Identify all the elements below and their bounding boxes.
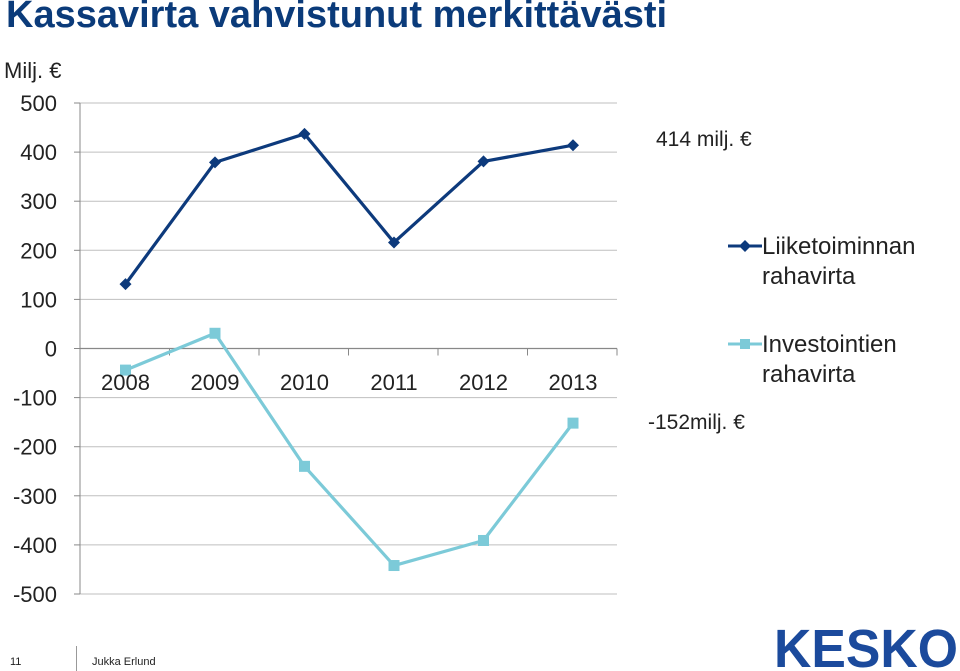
y-tick-label: 0 [45,337,57,362]
footer-author: Jukka Erlund [92,656,156,668]
data-point-investing [299,460,310,472]
data-point-investing [478,534,489,546]
data-point-operating [388,236,400,249]
kesko-logo: KESKO [774,619,960,671]
data-point-investing [388,560,400,572]
y-tick-label: 500 [20,91,57,116]
legend-item-investing: Investointien rahavirta [728,330,952,390]
data-point-investing [209,327,221,339]
logo-text: KESKO [774,619,958,671]
data-point-operating [209,156,221,169]
y-tick-label: 100 [20,287,57,312]
data-point-operating [119,278,132,291]
legend-label-investing: Investointien rahavirta [762,331,897,388]
y-tick-label: -200 [13,435,57,460]
series-line-operating [124,132,574,286]
footer-divider [76,646,77,671]
annotation-investing-2013: -152milj. € [648,411,745,434]
page-number: 11 [10,656,22,668]
y-tick-label: 200 [20,238,57,263]
y-tick-label: -300 [13,484,57,509]
cash-flow-line-chart: 500 400 300 200 100 0 -100 -200 -300 -400 -500 2008… [13,91,618,607]
x-tick-label: 2009 [191,370,240,395]
axes [74,102,618,595]
data-point-investing [567,417,579,429]
y-tick-label: -100 [13,386,57,411]
legend-label-operating: Liiketoiminnan rahavirta [762,233,916,290]
legend-swatch-investing [728,339,762,349]
x-tick-label: 2011 [370,370,417,395]
data-point-investing [120,364,131,376]
x-tick-label: 2008 [101,370,150,395]
y-axis-unit-label: Milj. € [4,58,62,83]
y-tick-label: -400 [13,533,57,558]
y-tick-label: -500 [13,582,57,607]
data-point-operating [298,127,311,140]
x-tick-label: 2012 [459,370,508,395]
data-point-operating [567,139,579,152]
tick-labels: 500 400 300 200 100 0 -100 -200 -300 -400 -500 2008… [13,91,598,607]
annotation-operating-2013: 414 milj. € [656,128,752,151]
x-tick-label: 2010 [280,370,329,395]
slide-title: Kassavirta vahvistunut merkittävästi [6,0,668,36]
series-layer [119,127,579,572]
legend-item-operating: Liiketoiminnan rahavirta [728,232,952,292]
data-point-operating [477,155,490,168]
y-tick-label: 400 [20,140,57,165]
series-line-investing [124,331,575,568]
gridlines [80,102,617,595]
y-tick-label: 300 [20,189,57,214]
legend-swatch-operating [728,240,762,252]
x-tick-label: 2013 [549,370,598,395]
